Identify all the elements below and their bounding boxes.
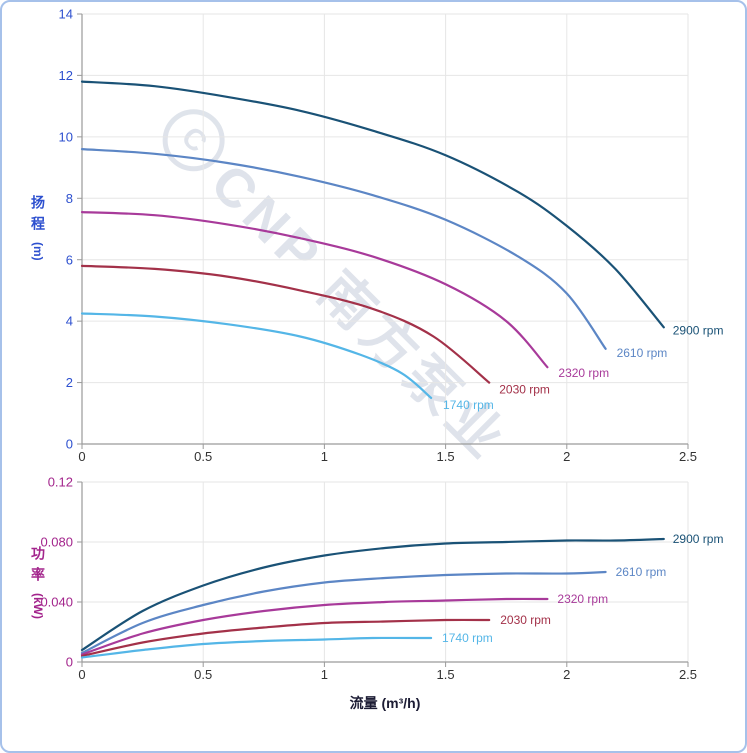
x-tick-label: 0.5	[194, 667, 212, 682]
x-tick-label: 0	[78, 449, 85, 464]
series-label-2320-rpm: 2320 rpm	[558, 366, 609, 380]
series-label-1740-rpm: 1740 rpm	[442, 631, 493, 645]
y-tick-label: 10	[59, 129, 73, 144]
x-tick-label: 1.5	[437, 667, 455, 682]
y-tick-label: 2	[66, 375, 73, 390]
head-axis-label: 扬程	[30, 195, 46, 237]
x-tick-label: 0.5	[194, 449, 212, 464]
y-tick-label: 0.12	[48, 475, 73, 490]
series-label-2900-rpm: 2900 rpm	[673, 532, 724, 546]
y-tick-label: 14	[59, 7, 73, 22]
x-tick-label: 0	[78, 667, 85, 682]
y-tick-label: 8	[66, 191, 73, 206]
curve-2900-rpm	[80, 537, 665, 652]
x-tick-label: 1	[321, 667, 328, 682]
x-tick-label: 2.5	[679, 667, 697, 682]
x-tick-label: 2	[563, 449, 570, 464]
series-label-1740-rpm: 1740 rpm	[443, 398, 494, 412]
curve-1740-rpm	[80, 636, 433, 659]
flow-axis-label: 流量 (m³/h)	[349, 695, 421, 711]
curve-2030-rpm	[80, 618, 491, 658]
curve-2900-rpm	[80, 80, 665, 329]
curve-2610-rpm	[80, 570, 607, 655]
series-label-2030-rpm: 2030 rpm	[500, 613, 551, 627]
y-tick-label: 12	[59, 68, 73, 83]
head-axis-unit: (m)	[31, 242, 45, 261]
power-vs-flow-chart: 0 0.040 0.080 0.12 0 0.5 1 1.5 2 2.5 2900 rpm 2610 …	[40, 475, 723, 682]
x-tick-label: 2	[563, 667, 570, 682]
series-label-2030-rpm: 2030 rpm	[499, 383, 550, 397]
y-tick-label: 6	[66, 252, 73, 267]
series-label-2320-rpm: 2320 rpm	[557, 592, 608, 606]
head-vs-flow-chart: 0 2 4 6 8 10 12 14 0 0.5 1 1.5 2 2.5 2900 rpm 2610 rpm 2…	[59, 7, 724, 464]
y-tick-label: 0.040	[40, 595, 73, 610]
curve-2610-rpm	[80, 148, 607, 350]
y-tick-label: 0	[66, 655, 73, 670]
curve-2320-rpm	[80, 597, 549, 656]
series-label-2610-rpm: 2610 rpm	[616, 565, 667, 579]
x-tick-label: 1	[321, 449, 328, 464]
series-label-2900-rpm: 2900 rpm	[673, 323, 724, 337]
y-tick-label: 0	[66, 437, 73, 452]
x-tick-label: 1.5	[437, 449, 455, 464]
power-axis-label: 功率	[30, 546, 46, 588]
y-tick-label: 4	[66, 314, 73, 329]
curve-2030-rpm	[80, 264, 491, 384]
series-label-2610-rpm: 2610 rpm	[617, 346, 668, 360]
power-axis-unit: (kW)	[31, 593, 45, 619]
curve-1740-rpm	[80, 312, 433, 399]
x-tick-label: 2.5	[679, 449, 697, 464]
y-tick-label: 0.080	[40, 535, 73, 550]
curve-2320-rpm	[80, 211, 549, 369]
